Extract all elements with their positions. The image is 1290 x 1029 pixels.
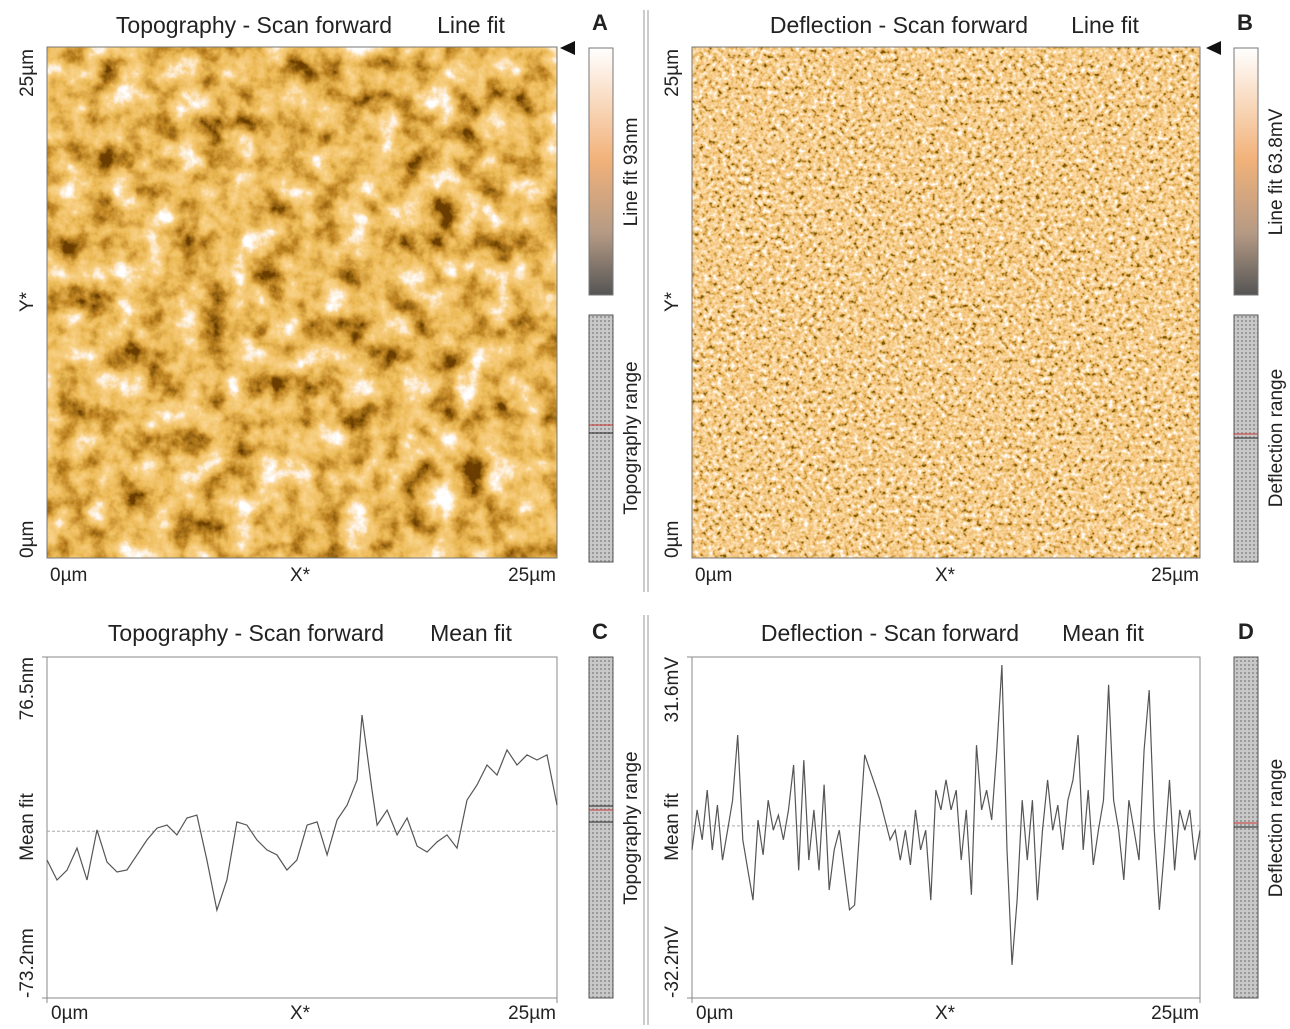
y-tick-label: -73.2nm [17, 928, 38, 998]
x-tick-label: 25µm [508, 1003, 556, 1024]
y-axis-label: Y* [662, 291, 683, 312]
chart-title: Deflection - Scan forward [761, 620, 1019, 646]
y-tick-label: 25µm [17, 49, 38, 97]
afm-image [692, 47, 1200, 558]
image-panel: Topography - Scan forward Line fit A X* … [17, 10, 642, 586]
colorbar-label: Line fit 63.8mV [1266, 108, 1287, 235]
panel-fit: Line fit [1071, 12, 1139, 38]
image-panel: Deflection - Scan forward Line fit B X* … [662, 10, 1287, 586]
image-frame [46, 46, 558, 559]
scan-marker [560, 41, 575, 55]
range-bar [588, 314, 614, 563]
y-axis-label: Mean fit [662, 792, 683, 860]
y-tick-label: 25µm [662, 49, 683, 97]
colorbar [588, 47, 614, 296]
colorbar-label: Line fit 93nm [621, 118, 642, 227]
colorbar [1233, 47, 1259, 296]
panel-letter: D [1238, 619, 1254, 644]
image-frame [691, 46, 1201, 559]
chart-panel: Deflection - Scan forward Mean fit D X* … [662, 619, 1287, 1024]
chart-fit: Mean fit [430, 620, 512, 646]
x-axis-label: X* [935, 565, 956, 586]
panel-letter: B [1237, 10, 1253, 35]
y-axis-label: Y* [17, 291, 38, 312]
x-tick-label: 25µm [1151, 565, 1199, 586]
plot-frame [691, 656, 1201, 999]
x-axis-label: X* [290, 1003, 311, 1024]
chart-fit: Mean fit [1062, 620, 1144, 646]
panel-fit: Line fit [437, 12, 505, 38]
y-tick-label: 0µm [17, 521, 38, 558]
range-label: Deflection range [1266, 369, 1287, 507]
x-axis-label: X* [935, 1003, 956, 1024]
chart-title: Topography - Scan forward [108, 620, 384, 646]
panel-title: Deflection - Scan forward [770, 12, 1028, 38]
x-tick-label: 0µm [695, 565, 732, 586]
y-tick-label: 0µm [662, 521, 683, 558]
afm-image [47, 47, 557, 558]
y-tick-label: 76.5nm [17, 657, 38, 720]
panel-letter: C [592, 619, 608, 644]
x-axis-label: X* [290, 565, 311, 586]
x-tick-label: 25µm [508, 565, 556, 586]
range-label: Topography range [621, 361, 642, 514]
chart-panel: Topography - Scan forward Mean fit C X* … [17, 619, 642, 1024]
y-tick-label: 31.6mV [662, 657, 683, 723]
scan-marker [1206, 41, 1221, 55]
x-tick-label: 0µm [50, 565, 87, 586]
plot-frame [46, 656, 558, 999]
x-tick-label: 0µm [696, 1003, 733, 1024]
y-tick-label: -32.2mV [662, 926, 683, 998]
profile-line [46, 715, 558, 913]
x-tick-label: 0µm [51, 1003, 88, 1024]
range-label: Topography range [621, 751, 642, 904]
profile-line [691, 664, 1201, 965]
range-label: Deflection range [1266, 759, 1287, 897]
panel-title: Topography - Scan forward [116, 12, 392, 38]
x-tick-label: 25µm [1151, 1003, 1199, 1024]
panel-letter: A [592, 10, 608, 35]
y-axis-label: Mean fit [17, 792, 38, 860]
range-bar [588, 656, 614, 999]
